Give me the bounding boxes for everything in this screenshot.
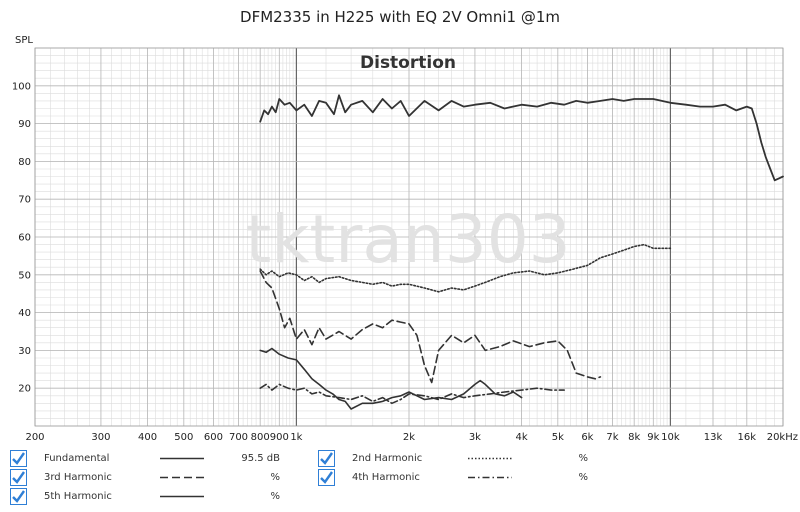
- x-tick-label: 200: [25, 432, 44, 443]
- y-tick-label: 90: [18, 119, 31, 130]
- watermark-text: tktran303: [245, 201, 570, 278]
- x-tick-label: 500: [174, 432, 193, 443]
- legend-item-4th-harmonic[interactable]: 4th Harmonic %: [318, 468, 608, 487]
- legend-value: %: [270, 472, 280, 483]
- x-tick-label: 900: [270, 432, 289, 443]
- x-tick-label: 16k: [738, 432, 757, 443]
- legend-label: 2nd Harmonic: [352, 453, 423, 464]
- y-axis-label: SPL: [15, 35, 33, 46]
- x-tick-label: 2k: [403, 432, 415, 443]
- legend-label: 5th Harmonic: [44, 491, 112, 502]
- legend-item-2nd-harmonic[interactable]: 2nd Harmonic %: [318, 449, 608, 468]
- series-layer: [259, 94, 784, 410]
- y-tick-label: 30: [18, 346, 31, 357]
- legend-value: 95.5 dB: [241, 453, 280, 464]
- x-tick-label: 9k: [647, 432, 659, 443]
- legend-item-3rd-harmonic[interactable]: 3rd Harmonic %: [10, 468, 300, 487]
- x-tick-label: 13k: [704, 432, 723, 443]
- series-line-5th-harmonic: [259, 347, 523, 410]
- checkbox-fundamental[interactable]: [10, 450, 27, 467]
- checkmark-icon: [320, 452, 333, 465]
- y-tick-label: 100: [12, 81, 31, 92]
- x-tick-label: 1k: [290, 432, 302, 443]
- x-tick-label: 7k: [606, 432, 618, 443]
- grid-lines: [34, 47, 784, 427]
- series-line-3rd-harmonic: [259, 270, 602, 384]
- legend-label: 4th Harmonic: [352, 472, 420, 483]
- y-tick-label: 60: [18, 233, 31, 244]
- chart-subtitle: Distortion: [360, 53, 456, 73]
- x-tick-label: 4k: [516, 432, 528, 443]
- legend-swatch-solid: [160, 495, 204, 498]
- legend-label: Fundamental: [44, 453, 110, 464]
- x-tick-label: 6k: [581, 432, 593, 443]
- legend-swatch-dashed: [160, 476, 204, 479]
- x-tick-label: 400: [138, 432, 157, 443]
- x-tick-label: 5k: [552, 432, 564, 443]
- legend: Fundamental 95.5 dB 3rd Harmonic % 5th H…: [0, 446, 800, 512]
- legend-value: %: [270, 491, 280, 502]
- checkbox-5th-harmonic[interactable]: [10, 488, 27, 505]
- x-tick-label: 600: [204, 432, 223, 443]
- y-tick-label: 70: [18, 195, 31, 206]
- legend-swatch-dashdot: [468, 476, 512, 479]
- x-tick-label: 3k: [469, 432, 481, 443]
- x-tick-label: 300: [91, 432, 110, 443]
- x-tick-label: 8k: [628, 432, 640, 443]
- legend-item-5th-harmonic[interactable]: 5th Harmonic %: [10, 487, 300, 506]
- x-tick-label: 800: [251, 432, 270, 443]
- checkbox-3rd-harmonic[interactable]: [10, 469, 27, 486]
- y-tick-label: 40: [18, 308, 31, 319]
- legend-value: %: [578, 472, 588, 483]
- plot-frame: [34, 47, 784, 427]
- x-tick-label: 700: [229, 432, 248, 443]
- checkmark-icon: [320, 471, 333, 484]
- y-tick-label: 50: [18, 270, 31, 281]
- legend-swatch-dotted: [468, 457, 512, 460]
- legend-item-fundamental[interactable]: Fundamental 95.5 dB: [10, 449, 300, 468]
- series-line-2nd-harmonic: [259, 243, 672, 293]
- series-line-fundamental: [259, 94, 784, 182]
- distortion-chart: DFM2335 in H225 with EQ 2V Omni1 @1m SPL…: [12, 8, 798, 443]
- y-axis-ticks: 20 30 40 50 60 70 80 90 100: [12, 81, 31, 394]
- checkbox-2nd-harmonic[interactable]: [318, 450, 335, 467]
- legend-label: 3rd Harmonic: [44, 472, 112, 483]
- x-tick-label: 20kHz: [767, 432, 798, 443]
- checkmark-icon: [12, 490, 25, 503]
- y-tick-label: 20: [18, 384, 31, 395]
- checkmark-icon: [12, 452, 25, 465]
- y-tick-label: 80: [18, 157, 31, 168]
- chart-title: DFM2335 in H225 with EQ 2V Omni1 @1m: [240, 8, 560, 26]
- legend-value: %: [578, 453, 588, 464]
- x-axis-ticks: 200 300 400 500 600 700 800 900 1k 2k 3k 4k 5k 6k 7k 8k…: [25, 432, 798, 443]
- legend-swatch-solid: [160, 457, 204, 460]
- checkmark-icon: [12, 471, 25, 484]
- checkbox-4th-harmonic[interactable]: [318, 469, 335, 486]
- x-tick-label: 10k: [661, 432, 680, 443]
